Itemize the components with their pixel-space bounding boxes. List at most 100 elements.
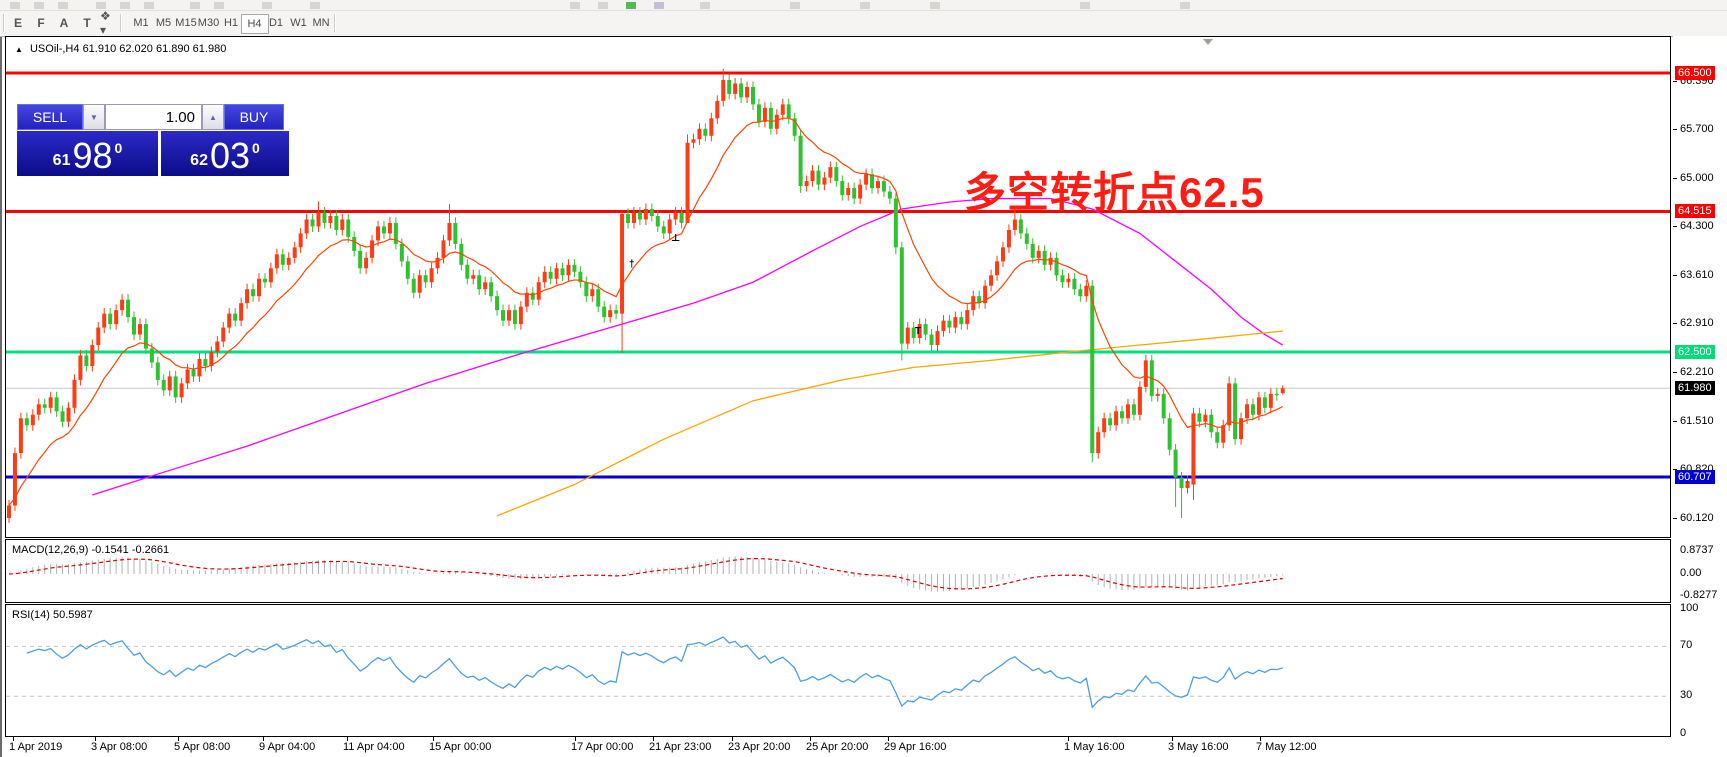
timeframe-button-d1[interactable]: D1	[268, 17, 284, 29]
price-tick	[1673, 128, 1677, 130]
clipped-toolbar-icon	[570, 2, 580, 9]
candle-body	[614, 310, 619, 314]
bid-big-figure: 61	[52, 152, 71, 169]
candle-body	[1108, 418, 1113, 426]
candle-body	[846, 188, 851, 196]
buy-button[interactable]: BUY	[224, 104, 284, 130]
fibonacci-tool-icon[interactable]: F	[37, 16, 45, 30]
price-tick	[1673, 518, 1677, 519]
time-label: 1 Apr 2019	[9, 741, 63, 753]
volume-input[interactable]: 1.00	[105, 104, 202, 130]
collapse-arrow-icon[interactable]: ▲	[15, 45, 23, 54]
candle-body	[530, 292, 535, 300]
clipped-toolbar-icon	[262, 2, 272, 9]
candle-body	[358, 250, 363, 269]
clipped-toolbar-icon	[34, 2, 44, 9]
clipped-toolbar-icon	[96, 2, 106, 9]
timeframe-button-m5[interactable]: M5	[155, 17, 172, 29]
candlestick-chart[interactable]	[6, 37, 1670, 537]
candle-body	[1256, 397, 1261, 415]
time-tick	[1172, 737, 1173, 741]
candle-body	[721, 79, 726, 101]
candle-body	[762, 107, 767, 122]
time-tick	[732, 737, 733, 741]
candle-body	[453, 222, 458, 244]
candle-body	[393, 222, 398, 244]
clipped-toolbar-icon	[214, 2, 224, 9]
price-chart-panel[interactable]: ▲ USOil-,H4 61.910 62.020 61.890 61.980 …	[5, 36, 1671, 538]
macd-axis-label: 0.00	[1680, 567, 1702, 579]
timeframe-button-mn[interactable]: MN	[312, 17, 330, 29]
candle-body	[512, 310, 517, 325]
candle-body	[376, 226, 381, 241]
candle-body	[965, 310, 970, 325]
timeframe-button-h4[interactable]: H4	[240, 14, 269, 34]
candle-body	[167, 376, 172, 391]
price-axis[interactable]: 66.390 65.700 65.000 64.300 63.610 62.910 62.2…	[1673, 36, 1727, 739]
text-label-tool-icon[interactable]: T	[83, 16, 91, 30]
candle-body	[1042, 250, 1047, 265]
time-tick	[888, 737, 889, 741]
volume-increase-button[interactable]: ▲	[202, 104, 224, 130]
clipped-toolbar-icon	[860, 2, 870, 9]
chart-object-marker[interactable]: ⊥	[671, 233, 681, 244]
candle-body	[286, 257, 291, 265]
candle-body	[989, 275, 994, 286]
ask-price-tile[interactable]: 62 03 0	[161, 131, 289, 176]
bid-price-tile[interactable]: 61 98 0	[17, 131, 158, 176]
candle-body	[161, 379, 166, 391]
window-left-border	[0, 0, 2, 757]
candle-body	[566, 264, 571, 276]
timeframe-button-h1[interactable]: H1	[223, 17, 239, 29]
price-tick	[1673, 469, 1677, 471]
candle-body	[149, 348, 154, 363]
candle-body	[816, 170, 821, 185]
chart-shift-marker[interactable]	[1203, 39, 1213, 45]
candle-body	[1036, 250, 1041, 258]
chart-symbol-label: USOil-,H4	[29, 43, 80, 55]
candle-body	[185, 369, 190, 384]
candle-body	[48, 397, 53, 408]
candle-body	[12, 453, 17, 506]
volume-decrease-button[interactable]: ▼	[83, 104, 105, 130]
price-tick-label: 64.300	[1680, 220, 1714, 233]
elliott-tool-icon[interactable]: E	[13, 16, 22, 30]
timeframe-button-m30[interactable]: M30	[197, 17, 220, 29]
candle-body	[1060, 275, 1065, 283]
chart-object-marker[interactable]: †	[629, 259, 635, 270]
shapes-tool-icon[interactable]: ❖ ▾	[100, 9, 111, 37]
candle-body	[602, 306, 607, 318]
candle-body	[1245, 404, 1250, 419]
candle-body	[114, 310, 119, 325]
candle-body	[501, 310, 506, 321]
candle-body	[1066, 278, 1071, 283]
candle-body	[1078, 289, 1083, 297]
time-label: 3 May 16:00	[1168, 741, 1229, 753]
sell-button[interactable]: SELL	[17, 104, 83, 130]
time-label: 9 Apr 04:00	[259, 741, 316, 753]
candle-body	[608, 310, 613, 318]
time-axis[interactable]: 1 Apr 2019 3 Apr 08:00 5 Apr 08:00 9 Apr 04…	[5, 737, 1671, 757]
price-tick-label: 63.610	[1680, 268, 1714, 281]
text-tool-icon[interactable]: A	[59, 16, 69, 30]
candle-body	[947, 320, 952, 328]
chart-object-marker[interactable]: T	[915, 326, 922, 337]
candle-body	[691, 139, 696, 143]
candle-body	[935, 331, 940, 346]
timeframe-button-w1[interactable]: W1	[290, 17, 307, 29]
timeframe-button-m15[interactable]: M15	[175, 17, 197, 29]
candle-body	[251, 289, 256, 297]
candle-body	[727, 79, 732, 94]
candle-body	[905, 327, 910, 344]
candle-body	[310, 219, 315, 227]
candle-body	[143, 324, 148, 349]
candle-body	[316, 212, 321, 227]
candle-body	[24, 418, 29, 426]
candle-body	[1006, 229, 1011, 248]
candle-body	[471, 275, 476, 279]
macd-signal-line	[8, 557, 1283, 590]
candle-body	[655, 215, 660, 227]
candle-body	[959, 317, 964, 325]
timeframe-button-m1[interactable]: M1	[133, 17, 149, 29]
macd-values: -0.1541 -0.2661	[91, 544, 170, 556]
